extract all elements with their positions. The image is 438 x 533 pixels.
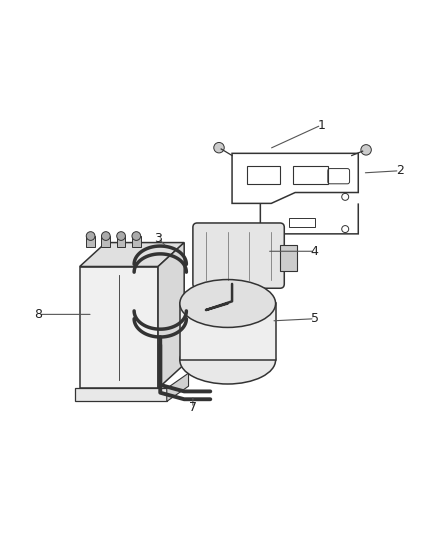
Polygon shape [132,236,141,247]
Polygon shape [75,389,167,401]
Polygon shape [80,266,158,389]
Text: 7: 7 [189,401,197,415]
Polygon shape [86,236,95,247]
Ellipse shape [180,336,276,384]
Text: 8: 8 [34,308,42,321]
Circle shape [117,232,125,240]
Circle shape [102,232,110,240]
Polygon shape [180,303,276,360]
Polygon shape [280,245,297,271]
Polygon shape [158,243,184,389]
Text: 2: 2 [396,164,403,177]
Circle shape [86,232,95,240]
Bar [289,218,315,228]
Text: 5: 5 [311,312,319,325]
Polygon shape [167,373,188,401]
Ellipse shape [180,279,276,327]
Text: 4: 4 [311,245,319,258]
Polygon shape [80,243,184,266]
Circle shape [214,142,224,153]
Text: 1: 1 [318,118,325,132]
Circle shape [361,144,371,155]
Circle shape [132,232,141,240]
Polygon shape [102,236,110,247]
FancyBboxPatch shape [193,223,284,288]
Text: 3: 3 [154,232,162,245]
Polygon shape [117,236,125,247]
